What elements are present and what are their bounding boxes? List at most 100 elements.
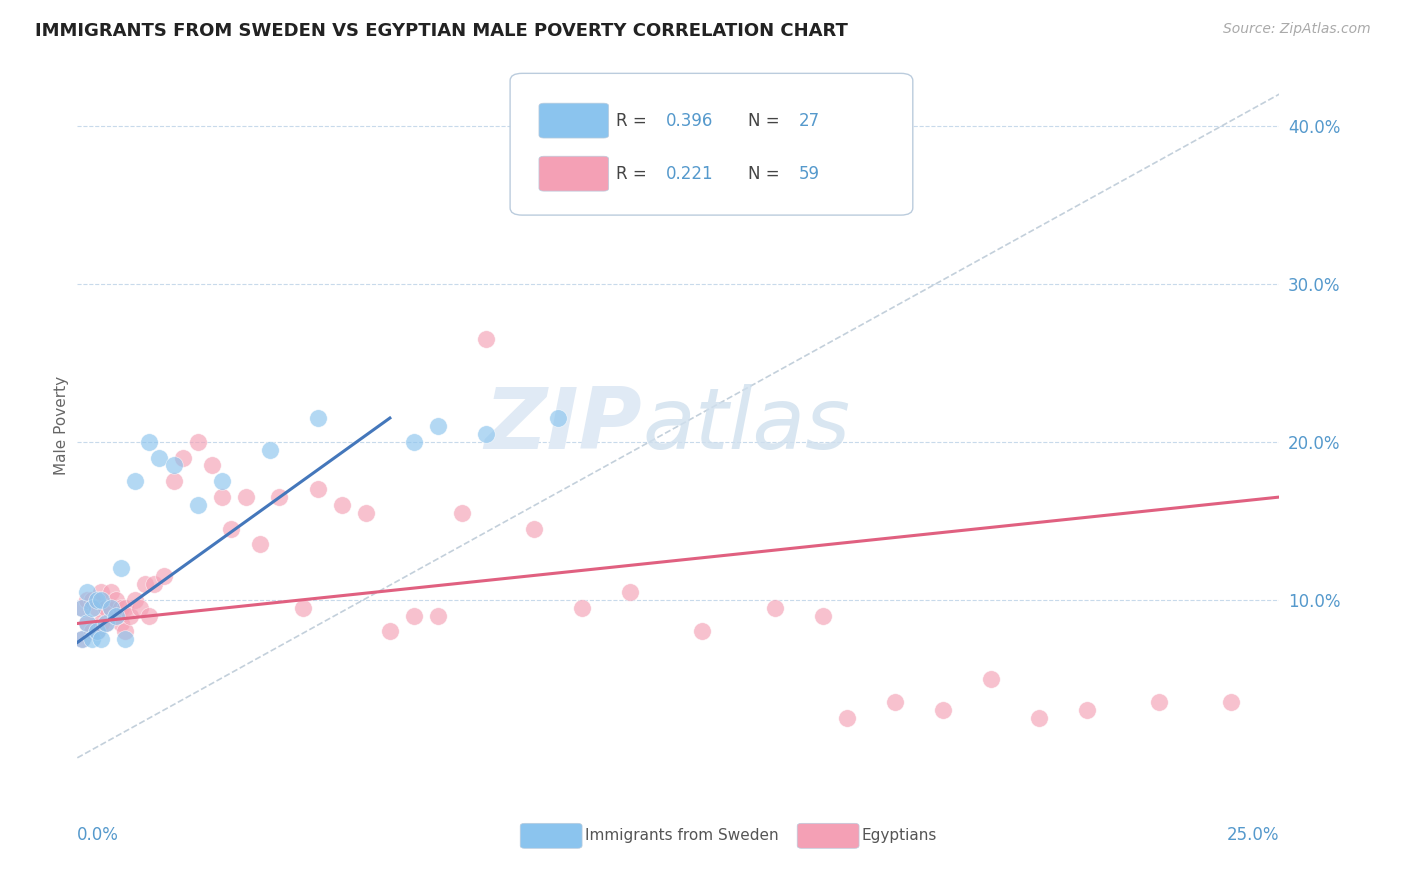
Point [90, 616, 112, 631]
Point [1028, 711, 1050, 725]
Point [249, 537, 271, 551]
Point [86, 600, 108, 615]
Point [124, 475, 146, 489]
Point [162, 458, 184, 473]
FancyBboxPatch shape [538, 103, 609, 138]
Point [80, 632, 103, 647]
Point [330, 498, 353, 512]
Point [187, 498, 209, 512]
Point [143, 577, 166, 591]
Point [104, 592, 127, 607]
Point [100, 600, 122, 615]
Point [475, 332, 498, 346]
Point [451, 506, 474, 520]
Point [307, 411, 329, 425]
Point [211, 490, 233, 504]
Point [172, 450, 194, 465]
Text: Egyptians: Egyptians [862, 829, 938, 843]
Point [354, 506, 377, 520]
Point [96, 616, 118, 631]
FancyBboxPatch shape [520, 823, 582, 848]
Point [138, 434, 160, 449]
Point [80, 624, 103, 639]
Point [692, 624, 714, 639]
Point [134, 577, 156, 591]
Point [162, 475, 184, 489]
Text: ZIP: ZIP [485, 384, 643, 467]
Point [402, 608, 425, 623]
Point [114, 600, 136, 615]
Point [932, 703, 955, 717]
Point [835, 711, 858, 725]
Text: 0.396: 0.396 [666, 112, 714, 129]
Point [571, 600, 593, 615]
Point [76, 592, 98, 607]
Point [100, 600, 122, 615]
Point [110, 600, 132, 615]
Point [148, 450, 170, 465]
Point [402, 434, 425, 449]
Point [76, 616, 98, 631]
Point [86, 592, 108, 607]
Point [378, 624, 401, 639]
Point [292, 600, 315, 615]
Point [211, 475, 233, 489]
Point [76, 585, 98, 599]
Text: N =: N = [748, 112, 785, 129]
Point [523, 522, 546, 536]
Point [763, 600, 786, 615]
Point [475, 426, 498, 441]
Point [70, 632, 93, 647]
Point [86, 624, 108, 639]
Point [187, 434, 209, 449]
Point [269, 490, 291, 504]
Point [110, 561, 132, 575]
Point [80, 592, 103, 607]
Point [427, 419, 450, 434]
Point [619, 585, 641, 599]
FancyBboxPatch shape [797, 823, 859, 848]
FancyBboxPatch shape [510, 73, 912, 215]
Point [96, 600, 118, 615]
Text: IMMIGRANTS FROM SWEDEN VS EGYPTIAN MALE POVERTY CORRELATION CHART: IMMIGRANTS FROM SWEDEN VS EGYPTIAN MALE … [35, 22, 848, 40]
Point [1076, 703, 1098, 717]
Point [114, 624, 136, 639]
Point [120, 608, 142, 623]
Point [128, 600, 150, 615]
Point [70, 632, 93, 647]
Point [104, 608, 127, 623]
Point [138, 608, 160, 623]
Text: Immigrants from Sweden: Immigrants from Sweden [585, 829, 779, 843]
Text: Source: ZipAtlas.com: Source: ZipAtlas.com [1223, 22, 1371, 37]
Point [76, 616, 98, 631]
Text: N =: N = [748, 165, 785, 183]
Point [90, 632, 112, 647]
Text: R =: R = [616, 112, 652, 129]
Point [235, 490, 257, 504]
FancyBboxPatch shape [538, 156, 609, 191]
Text: 25.0%: 25.0% [1227, 826, 1279, 844]
Point [1220, 696, 1243, 710]
Point [96, 616, 118, 631]
Point [104, 608, 127, 623]
Point [70, 600, 93, 615]
Point [1149, 696, 1171, 710]
Text: 0.221: 0.221 [666, 165, 714, 183]
Point [124, 592, 146, 607]
Point [811, 608, 834, 623]
Point [100, 585, 122, 599]
Text: R =: R = [616, 165, 652, 183]
Point [307, 482, 329, 496]
Point [86, 624, 108, 639]
Point [259, 442, 281, 457]
Point [90, 585, 112, 599]
Text: atlas: atlas [643, 384, 851, 467]
Point [153, 569, 176, 583]
Point [547, 411, 569, 425]
Point [201, 458, 224, 473]
Text: 0.0%: 0.0% [77, 826, 120, 844]
Point [980, 672, 1002, 686]
Point [114, 632, 136, 647]
Point [219, 522, 242, 536]
Point [883, 696, 905, 710]
